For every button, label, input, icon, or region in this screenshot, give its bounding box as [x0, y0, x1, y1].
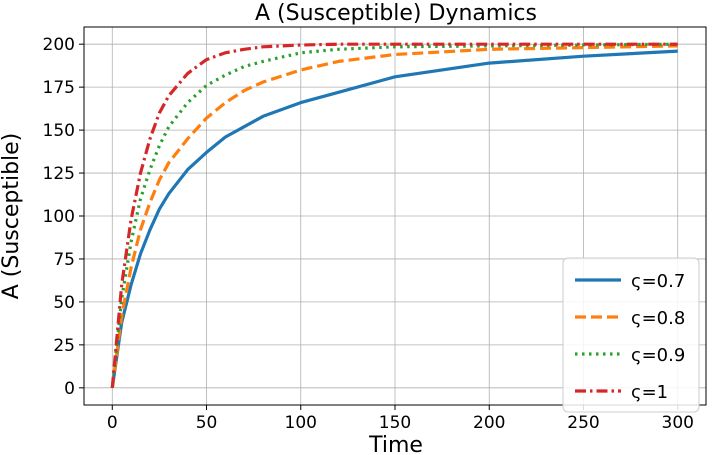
y-tick-label: 175: [43, 78, 75, 98]
series-line-1: [110, 49, 678, 389]
x-tick-label: 300: [662, 413, 694, 433]
legend: ς=0.7 ς=0.8 ς=0.9 ς=1: [562, 257, 700, 413]
y-tick-label: 100: [43, 207, 75, 227]
series-line-2: [110, 44, 678, 389]
legend-label-4: ς=1: [631, 382, 668, 403]
y-tick-label: 50: [53, 293, 75, 313]
axis-ticks: 0 50 100 150 200 250 300 0 25 50 75 100 125 150 175 200: [43, 35, 694, 433]
legend-label-2: ς=0.8: [631, 308, 685, 329]
legend-label-3: ς=0.9: [631, 345, 685, 366]
chart-title: A (Susceptible) Dynamics: [255, 1, 537, 26]
legend-box: [562, 257, 700, 413]
x-axis-label: Time: [368, 433, 423, 455]
legend-label-1: ς=0.7: [631, 271, 685, 292]
y-tick-label: 75: [53, 250, 75, 270]
x-tick-label: 250: [567, 413, 599, 433]
y-tick-label: 25: [53, 336, 75, 356]
x-tick-label: 0: [107, 413, 118, 433]
x-tick-label: 200: [473, 413, 505, 433]
y-tick-label: 200: [43, 35, 75, 55]
x-tick-label: 100: [285, 413, 317, 433]
y-tick-label: 150: [43, 121, 75, 141]
y-tick-label: 125: [43, 164, 75, 184]
series-line-3: [110, 42, 678, 388]
series-line-4: [110, 42, 678, 388]
x-tick-label: 50: [196, 413, 218, 433]
y-axis-label: A (Susceptible): [0, 133, 24, 300]
series-layer: [110, 42, 678, 389]
y-tick-label: 0: [64, 379, 75, 399]
x-tick-label: 150: [379, 413, 411, 433]
